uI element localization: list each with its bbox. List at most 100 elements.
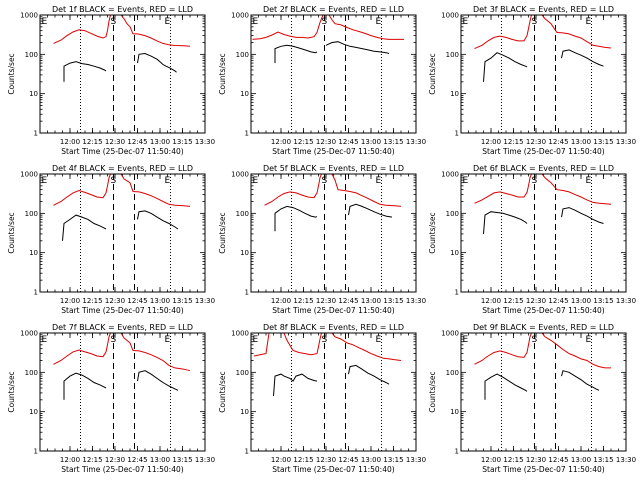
x-tick-label: 13:00 <box>361 138 381 146</box>
lld-series-line <box>474 15 532 50</box>
x-tick-label: 12:45 <box>127 456 147 464</box>
x-tick-label: 13:15 <box>593 297 613 305</box>
plot-frame <box>460 173 627 293</box>
x-tick-label: 12:15 <box>293 456 313 464</box>
x-tick-label: 12:15 <box>503 456 523 464</box>
x-tick-label: 12:15 <box>82 138 102 146</box>
y-tick-label: 100 <box>446 210 459 218</box>
events-series-line <box>348 364 390 385</box>
x-tick-label: 12:45 <box>548 138 568 146</box>
lld-series-line <box>331 333 402 361</box>
y-tick-label: 100 <box>25 369 38 377</box>
x-tick-label: 12:30 <box>526 456 546 464</box>
x-tick-label: 12:00 <box>60 297 80 305</box>
panel-title: Det 4f BLACK = Events, RED = LLD <box>52 164 193 173</box>
x-tick-label: 12:30 <box>105 297 125 305</box>
x-tick-label: 12:30 <box>105 456 125 464</box>
time-marker-label: E <box>253 335 259 345</box>
x-tick-label: 12:30 <box>316 297 336 305</box>
y-tick-label: 10 <box>450 90 459 98</box>
series-group <box>252 15 404 64</box>
y-axis-label: Counts/sec <box>218 212 227 253</box>
time-marker-label: S <box>322 176 328 186</box>
time-marker-label: E <box>253 17 259 27</box>
x-tick-label: 12:00 <box>60 138 80 146</box>
time-marker-label: E <box>42 176 48 186</box>
x-tick-label: 12:45 <box>548 456 568 464</box>
time-marker-label: E <box>586 176 592 186</box>
panel-title: Det 6f BLACK = Events, RED = LLD <box>473 164 614 173</box>
y-tick-label: 1 <box>455 448 459 456</box>
panel-title: Det 7f BLACK = Events, RED = LLD <box>52 323 193 332</box>
lld-series-line <box>541 333 611 369</box>
time-marker-label: S <box>111 176 117 186</box>
lld-series-line <box>120 15 191 47</box>
y-tick-label: 100 <box>25 210 38 218</box>
x-tick-label: 13:15 <box>172 138 192 146</box>
time-marker-label: E <box>42 17 48 27</box>
lld-series-line <box>474 333 532 365</box>
x-tick-label: 13:30 <box>616 297 636 305</box>
y-axis-label: Counts/sec <box>218 53 227 94</box>
lld-series-line <box>264 174 322 206</box>
y-tick-label: 100 <box>236 210 249 218</box>
x-tick-label: 13:30 <box>195 456 215 464</box>
series-group <box>53 15 191 82</box>
x-tick-label: 13:15 <box>383 456 403 464</box>
y-tick-label: 1000 <box>20 330 38 338</box>
time-marker-label: S <box>322 17 328 27</box>
time-marker-label: E <box>376 176 382 186</box>
x-tick-label: 12:15 <box>293 138 313 146</box>
events-series-line <box>137 52 177 73</box>
time-marker-label: S <box>532 17 538 27</box>
detector-panel: Det 8f BLACK = Events, RED = LLD 1 10 100 10… <box>218 323 426 474</box>
x-tick-label: 12:15 <box>503 138 523 146</box>
y-tick-label: 1 <box>34 448 38 456</box>
time-marker-label: E <box>42 335 48 345</box>
panel-title: Det 1f BLACK = Events, RED = LLD <box>52 5 193 14</box>
x-tick-label: 13:15 <box>172 456 192 464</box>
y-tick-label: 100 <box>446 51 459 59</box>
x-tick-label: 13:15 <box>593 138 613 146</box>
plot-frame <box>39 173 206 293</box>
lld-series-line <box>253 333 270 357</box>
series-group <box>474 15 612 82</box>
panel-title: Det 9f BLACK = Events, RED = LLD <box>473 323 614 332</box>
detector-panel: Det 3f BLACK = Events, RED = LLD 1 10 100 10… <box>428 5 636 156</box>
time-marker-label: E <box>165 335 171 345</box>
lld-series-line <box>474 174 532 204</box>
time-marker-label: E <box>253 176 259 186</box>
x-tick-label: 13:00 <box>150 456 170 464</box>
events-series-line <box>274 44 318 64</box>
plot-frame <box>460 14 627 134</box>
y-tick-label: 100 <box>236 369 249 377</box>
x-tick-label: 13:00 <box>571 456 591 464</box>
y-tick-label: 10 <box>240 90 249 98</box>
y-tick-label: 1 <box>245 289 249 297</box>
x-tick-label: 12:30 <box>316 138 336 146</box>
x-tick-label: 12:45 <box>338 297 358 305</box>
events-series-line <box>273 373 318 397</box>
y-tick-label: 1000 <box>20 171 38 179</box>
x-tick-label: 12:45 <box>338 456 358 464</box>
time-marker-label: S <box>322 335 328 345</box>
x-tick-label: 13:00 <box>361 297 381 305</box>
events-series-line <box>63 372 107 400</box>
y-axis-label: Counts/sec <box>428 371 437 412</box>
y-tick-label: 1 <box>245 448 249 456</box>
time-marker-label: E <box>165 176 171 186</box>
y-tick-label: 10 <box>29 249 38 257</box>
x-tick-label: 13:30 <box>406 456 426 464</box>
detector-panel: Det 1f BLACK = Events, RED = LLD 1 10 100 10… <box>7 5 215 156</box>
time-marker-label: S <box>111 335 117 345</box>
events-series-line <box>483 211 528 234</box>
x-tick-label: 13:00 <box>571 297 591 305</box>
time-marker-label: S <box>532 176 538 186</box>
panel-title: Det 3f BLACK = Events, RED = LLD <box>473 5 614 14</box>
x-axis-label: Start Time (25-Dec-07 11:50:40) <box>272 465 394 474</box>
x-axis-label: Start Time (25-Dec-07 11:50:40) <box>272 147 394 156</box>
events-series-line <box>484 373 528 400</box>
y-tick-label: 1000 <box>231 171 249 179</box>
x-tick-label: 13:15 <box>383 138 403 146</box>
